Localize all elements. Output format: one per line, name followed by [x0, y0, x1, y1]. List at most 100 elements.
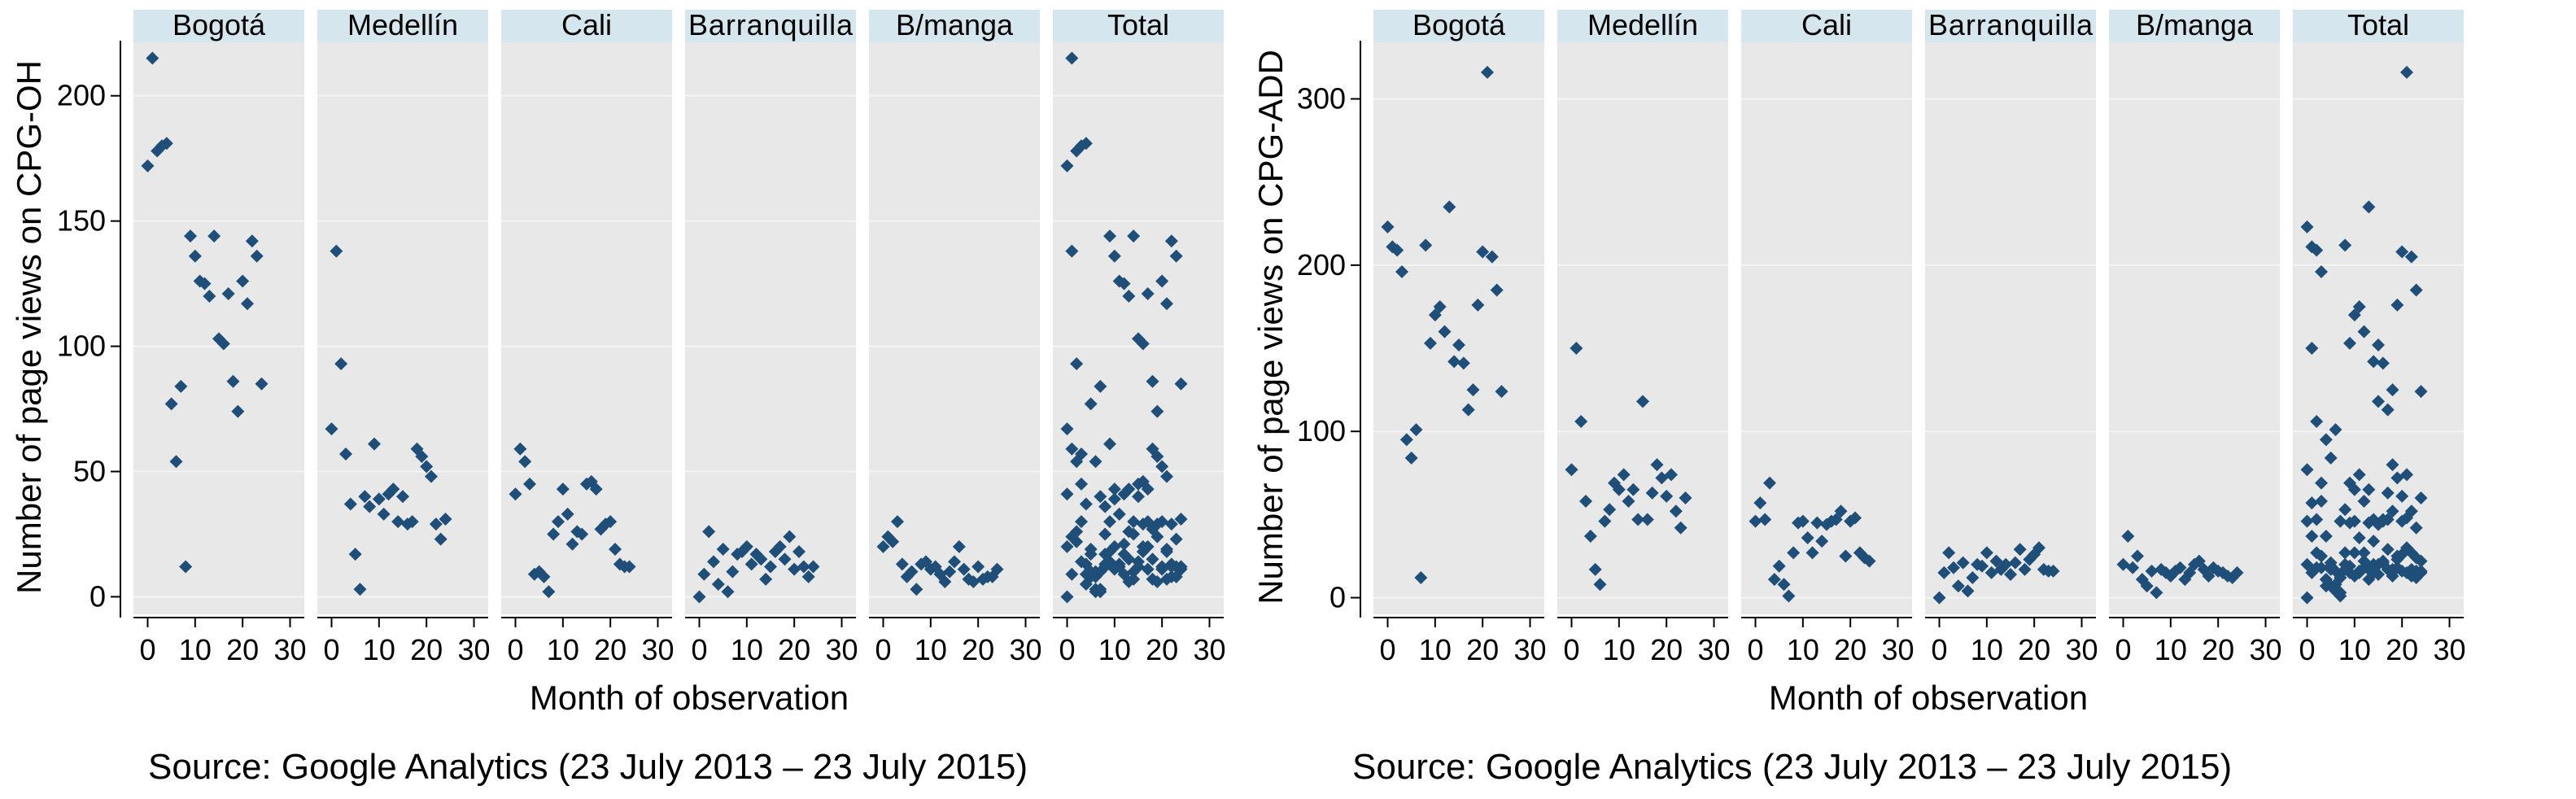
point-oh-barranquilla-5	[716, 542, 730, 556]
point-add-cali-19	[1839, 549, 1853, 563]
point-oh-total-4	[1079, 137, 1093, 151]
point-add-total-25	[2300, 463, 2314, 477]
point-oh-total-23	[1169, 249, 1183, 263]
point-oh-barranquilla-24	[806, 560, 820, 574]
x-tick-label-add-medellin-10: 10	[1603, 633, 1635, 666]
point-add-cali-21	[1849, 511, 1862, 525]
point-oh-total-47	[1164, 517, 1178, 531]
point-oh-total-67	[1141, 482, 1155, 496]
point-add-bogota-9	[1424, 336, 1437, 350]
chart-add: Number of page views on CPG-ADD Month of …	[1251, 8, 2466, 717]
point-add-total-68	[2386, 504, 2399, 518]
point-oh-total-85	[1107, 539, 1121, 553]
strip-oh-cali	[501, 10, 672, 42]
plot-area-add-bogota	[1373, 42, 1544, 614]
y-tick-label-add-0: 0	[1329, 581, 1346, 614]
point-oh-total-120	[1155, 560, 1169, 574]
point-add-total-36	[2352, 468, 2366, 482]
point-add-total-27	[2310, 414, 2324, 428]
x-tick-label-add-bogota-10: 10	[1419, 633, 1452, 666]
point-add-barranquilla-10	[1980, 546, 1993, 560]
point-oh-total-20	[1155, 274, 1169, 288]
point-oh-total-124	[1174, 562, 1188, 576]
point-oh-total-45	[1155, 460, 1169, 474]
point-oh-medellin-4	[343, 497, 357, 511]
point-add-total-16	[2376, 356, 2390, 370]
point-add-total-74	[2414, 554, 2428, 568]
point-oh-medellin-11	[377, 507, 391, 521]
point-add-total-64	[2367, 535, 2381, 548]
point-oh-total-22	[1164, 234, 1178, 248]
point-add-bogota-24	[1495, 385, 1508, 399]
point-oh-total-34	[1103, 437, 1116, 451]
point-add-cali-18	[1834, 504, 1848, 518]
point-add-bogota-20	[1476, 245, 1490, 259]
point-add-total-29	[2319, 529, 2333, 543]
strip-oh-medellin	[317, 10, 488, 42]
strip-label-oh-b-manga: B/manga	[896, 8, 1014, 41]
point-oh-total-76	[1065, 567, 1079, 581]
point-add-medellin-1	[1570, 342, 1583, 356]
point-add-total-61	[2352, 531, 2366, 544]
point-oh-bogota-8	[179, 560, 193, 574]
point-add-medellin-12	[1622, 495, 1635, 509]
x-tick-label-oh-b-manga-10: 10	[915, 633, 947, 666]
strip-oh-barranquilla	[685, 10, 856, 42]
point-add-total-35	[2347, 482, 2361, 496]
point-oh-barranquilla-22	[797, 560, 810, 574]
y-tick-label-oh-150: 150	[57, 204, 106, 238]
point-oh-medellin-5	[348, 548, 362, 561]
x-tick-label-oh-cali-20: 20	[594, 633, 627, 666]
panel-oh-bogota: Bogotá 0 10 20 30	[133, 8, 307, 666]
point-oh-total-115	[1132, 555, 1145, 569]
point-oh-cali-9	[552, 515, 565, 529]
point-oh-total-96	[1160, 545, 1173, 559]
point-add-b-manga-3	[2131, 549, 2144, 563]
point-oh-bogota-7	[174, 379, 188, 393]
point-oh-total-100	[1060, 539, 1074, 553]
point-oh-total-106	[1089, 565, 1102, 579]
x-tick-label-add-total-30: 30	[2433, 633, 2465, 666]
x-tick-label-add-bogota-30: 30	[1513, 633, 1546, 666]
point-oh-total-116	[1136, 539, 1150, 553]
point-oh-barranquilla-3	[707, 555, 720, 569]
plot-area-add-medellin	[1557, 42, 1728, 614]
point-oh-total-35	[1107, 492, 1121, 506]
strip-label-add-cali: Cali	[1801, 8, 1852, 41]
point-oh-barranquilla-19	[783, 530, 797, 544]
point-add-bogota-5	[1404, 451, 1418, 465]
panel-add-total: Total 0 10 20 30	[2293, 8, 2466, 666]
source-note-left: Source: Google Analytics (23 July 2013 –…	[148, 747, 1028, 787]
point-add-total-80	[2324, 556, 2338, 570]
point-add-total-32	[2334, 514, 2347, 528]
point-add-cali-7	[1782, 589, 1796, 603]
y-tick-label-add-100: 100	[1297, 414, 1346, 448]
panel-add-medellin: Medellín 0 10 20 30	[1557, 8, 1731, 666]
point-add-bogota-18	[1466, 383, 1480, 397]
x-tick-label-oh-cali-10: 10	[547, 633, 579, 666]
panel-add-bogota: Bogotá 0 10 20 30	[1373, 8, 1547, 666]
point-oh-bogota-18	[226, 374, 240, 388]
chart-oh: Number of page views on CPG-OH Month of o…	[10, 8, 1226, 717]
point-add-total-75	[2300, 591, 2314, 605]
point-add-bogota-6	[1409, 423, 1423, 437]
x-tick-label-add-barranquilla-0: 0	[1931, 633, 1947, 666]
point-add-bogota-2	[1391, 243, 1404, 257]
point-add-medellin-2	[1574, 414, 1588, 428]
strip-label-oh-medellin: Medellín	[347, 8, 458, 41]
point-oh-total-75	[1060, 590, 1074, 604]
point-oh-total-46	[1160, 469, 1173, 483]
panel-oh-medellin: Medellín 0 10 20 30	[317, 8, 491, 666]
point-add-medellin-13	[1626, 482, 1640, 496]
point-oh-b-manga-20	[971, 560, 985, 574]
point-oh-bogota-9	[184, 229, 197, 243]
strip-label-oh-cali: Cali	[561, 8, 612, 41]
point-oh-b-manga-6	[905, 565, 919, 579]
point-add-bogota-0	[1381, 220, 1395, 234]
point-add-bogota-13	[1443, 200, 1456, 214]
point-add-medellin-5	[1588, 562, 1602, 576]
point-oh-barranquilla-4	[711, 578, 725, 592]
point-oh-cali-17	[589, 482, 603, 496]
plot-area-oh-barranquilla	[685, 42, 856, 614]
point-add-medellin-21	[1665, 468, 1678, 482]
